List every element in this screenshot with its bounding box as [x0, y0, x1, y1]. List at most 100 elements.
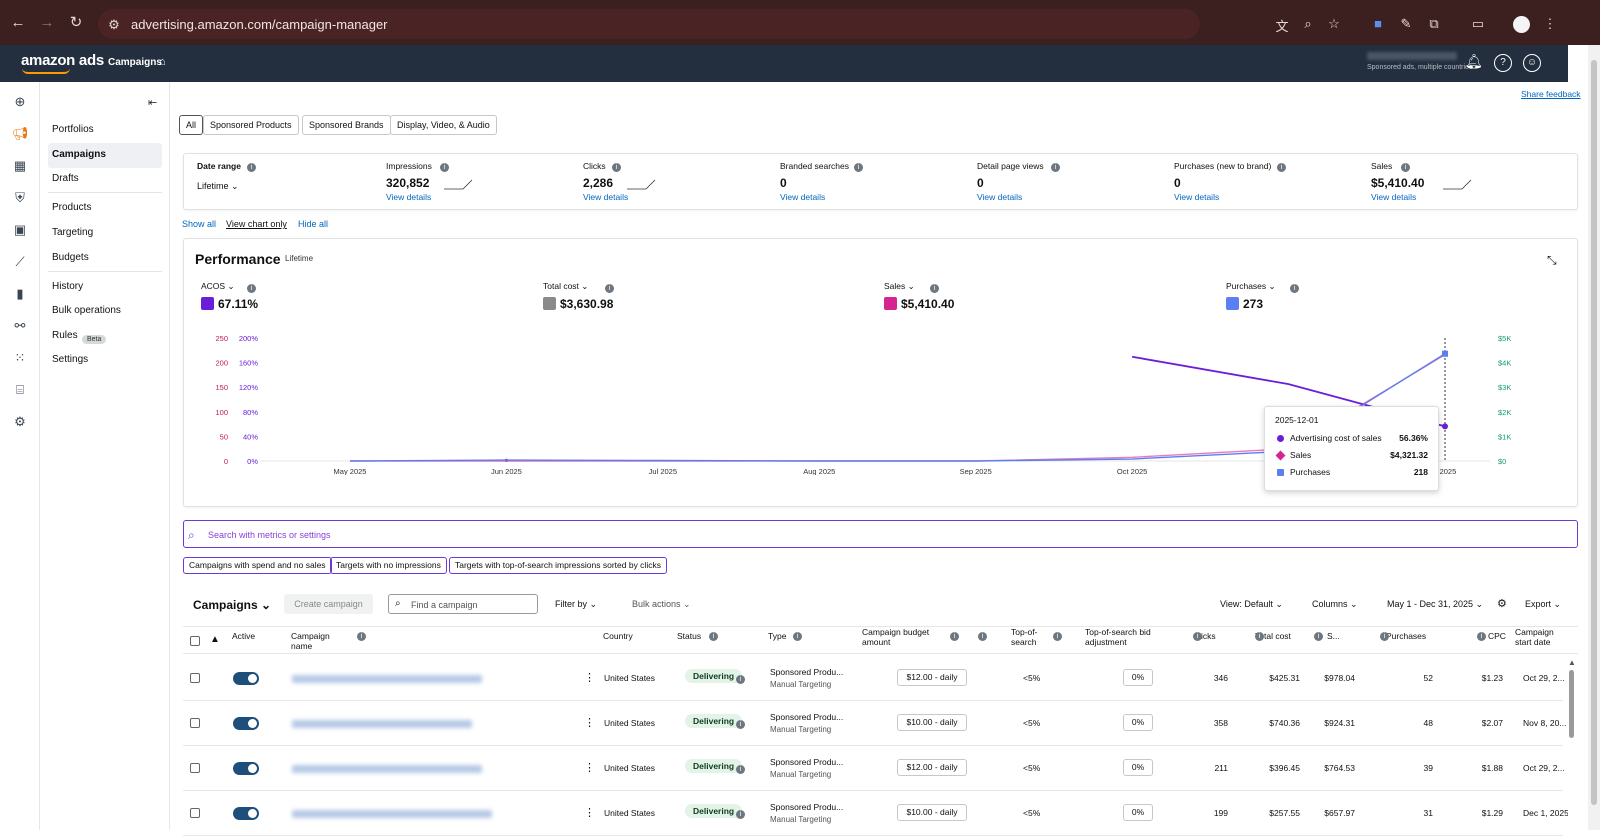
- metrics-search-bar[interactable]: [183, 520, 1578, 548]
- info-icon[interactable]: i: [1277, 163, 1286, 172]
- help-icon[interactable]: ?: [1494, 54, 1512, 72]
- nav-portfolios[interactable]: Portfolios: [52, 124, 94, 135]
- row-menu-icon[interactable]: ⋮: [584, 807, 595, 819]
- info-icon[interactable]: i: [950, 632, 959, 641]
- info-icon[interactable]: i: [978, 632, 987, 641]
- info-icon[interactable]: i: [1477, 632, 1486, 641]
- settings-gear-icon[interactable]: ⚙: [1497, 598, 1507, 610]
- info-icon[interactable]: i: [247, 284, 256, 293]
- info-icon[interactable]: i: [440, 163, 449, 172]
- view-details-link[interactable]: View details: [780, 192, 826, 202]
- nav-targeting[interactable]: Targeting: [52, 227, 94, 238]
- column-header[interactable]: Clicks: [1193, 631, 1216, 641]
- column-header[interactable]: Campaign start date: [1515, 627, 1554, 647]
- date-range-dropdown[interactable]: Lifetime ⌄: [197, 181, 239, 191]
- nav-settings[interactable]: Settings: [52, 354, 89, 365]
- column-header[interactable]: Top-of-search: [1011, 627, 1038, 647]
- info-icon[interactable]: i: [247, 163, 256, 172]
- nav-budgets[interactable]: Budgets: [52, 252, 89, 263]
- address-bar[interactable]: [98, 9, 1200, 39]
- info-icon[interactable]: i: [736, 675, 745, 684]
- performance-metric-selector[interactable]: ACOS ⌄: [201, 281, 235, 291]
- quick-filter-spend-no-sales[interactable]: Campaigns with spend and no sales: [183, 557, 332, 574]
- home-icon[interactable]: ⌂: [159, 56, 166, 68]
- page-scrollbar-thumb[interactable]: [1591, 60, 1597, 805]
- info-icon[interactable]: i: [605, 284, 614, 293]
- column-header[interactable]: Campaign name: [291, 631, 330, 651]
- profile-avatar[interactable]: [1513, 16, 1530, 33]
- campaign-name-link-blurred[interactable]: [292, 675, 482, 683]
- nav-rules[interactable]: Rules: [52, 330, 78, 341]
- reload-icon[interactable]: ↻: [69, 14, 83, 31]
- column-header[interactable]: Total cost: [1255, 631, 1291, 641]
- column-header[interactable]: Campaign budget amount: [862, 627, 930, 647]
- column-header[interactable]: Top-of-search bid adjustment: [1085, 627, 1151, 647]
- series-color-swatch[interactable]: [1226, 297, 1239, 310]
- view-dropdown[interactable]: View: Default ⌄: [1220, 599, 1283, 609]
- view-details-link[interactable]: View details: [977, 192, 1023, 202]
- column-header[interactable]: Status: [677, 631, 702, 641]
- megaphone-icon[interactable]: 📢︎: [11, 126, 29, 141]
- bookmark-star-icon[interactable]: ☆: [1328, 16, 1340, 31]
- active-toggle[interactable]: [233, 762, 259, 775]
- column-header[interactable]: Purchases: [1386, 631, 1427, 641]
- pen-icon[interactable]: ✎: [1400, 16, 1412, 31]
- amazon-ads-logo[interactable]: amazon ads: [21, 52, 104, 69]
- export-dropdown[interactable]: Export ⌄: [1525, 599, 1562, 609]
- bell-icon[interactable]: 🔔︎: [1465, 53, 1483, 69]
- active-toggle[interactable]: [233, 672, 259, 685]
- info-icon[interactable]: i: [736, 765, 745, 774]
- translate-icon[interactable]: 文: [1275, 19, 1289, 34]
- column-header[interactable]: Country: [603, 631, 633, 641]
- hide-all-link[interactable]: Hide all: [298, 219, 329, 229]
- find-campaign-input[interactable]: [388, 594, 538, 614]
- search-input[interactable]: Search with metrics or settings: [208, 530, 331, 540]
- forward-icon[interactable]: →: [39, 14, 55, 31]
- filter-by-dropdown[interactable]: Filter by ⌄: [555, 599, 598, 609]
- share-feedback-link[interactable]: Share feedback: [1521, 89, 1581, 99]
- columns-dropdown[interactable]: Columns ⌄: [1312, 599, 1358, 609]
- budget-input[interactable]: $12.00 - daily: [897, 669, 967, 686]
- collapse-nav-icon[interactable]: ⇤: [148, 97, 158, 109]
- apps-icon[interactable]: ⁙: [14, 350, 26, 365]
- media-icon[interactable]: ▣: [13, 222, 27, 237]
- grid-icon[interactable]: ▦: [13, 158, 27, 173]
- info-icon[interactable]: i: [357, 632, 366, 641]
- browser-menu-icon[interactable]: ⋮: [1543, 16, 1557, 31]
- create-campaign-button[interactable]: Create campaign: [284, 594, 373, 614]
- campaign-name-link-blurred[interactable]: [292, 765, 482, 773]
- column-header[interactable]: CPC: [1488, 631, 1506, 641]
- site-info-icon[interactable]: ⚙: [108, 17, 120, 32]
- campaign-name-link-blurred[interactable]: [292, 810, 492, 818]
- budget-input[interactable]: $10.00 - daily: [897, 714, 967, 731]
- info-icon[interactable]: i: [1401, 163, 1410, 172]
- campaign-name-link-blurred[interactable]: [292, 720, 472, 728]
- trend-icon[interactable]: ⟋: [15, 254, 25, 269]
- view-details-link[interactable]: View details: [1174, 192, 1220, 202]
- nav-drafts[interactable]: Drafts: [52, 173, 79, 184]
- info-icon[interactable]: i: [1053, 632, 1062, 641]
- view-details-link[interactable]: View details: [1371, 192, 1417, 202]
- zoom-icon[interactable]: ⌕: [1304, 16, 1312, 31]
- extensions-puzzle-icon[interactable]: ⧉: [1429, 16, 1439, 31]
- bid-adjustment-input[interactable]: 0%: [1123, 714, 1153, 731]
- info-icon[interactable]: i: [1255, 632, 1264, 641]
- header-breadcrumb[interactable]: Campaigns: [108, 57, 162, 68]
- quick-filter-top-of-search[interactable]: Targets with top-of-search impressions s…: [449, 557, 667, 574]
- campaigns-table-title[interactable]: Campaigns ⌄: [193, 598, 272, 612]
- account-name-blurred[interactable]: [1367, 52, 1457, 60]
- extension-badge-icon[interactable]: ■: [1374, 16, 1382, 31]
- row-checkbox[interactable]: [190, 673, 200, 683]
- view-details-link[interactable]: View details: [583, 192, 629, 202]
- row-checkbox[interactable]: [190, 808, 200, 818]
- settings-gear-icon[interactable]: ⚙: [14, 414, 26, 429]
- info-icon[interactable]: i: [1290, 284, 1299, 293]
- back-icon[interactable]: ←: [10, 14, 26, 31]
- info-icon[interactable]: i: [736, 810, 745, 819]
- bid-adjustment-input[interactable]: 0%: [1123, 669, 1153, 686]
- row-checkbox[interactable]: [190, 763, 200, 773]
- info-icon[interactable]: i: [1314, 632, 1323, 641]
- row-menu-icon[interactable]: ⋮: [584, 672, 595, 684]
- nav-campaigns[interactable]: Campaigns: [52, 149, 106, 160]
- tab-sponsored-products[interactable]: Sponsored Products: [203, 115, 299, 135]
